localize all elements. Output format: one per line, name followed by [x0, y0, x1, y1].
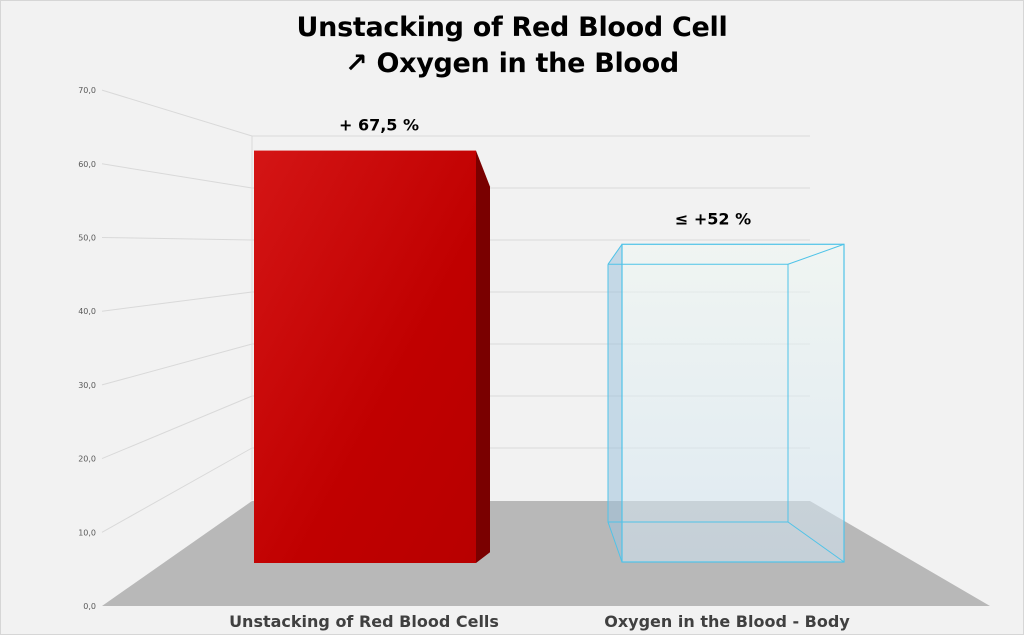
data-label-unstacking: + 67,5 % [339, 116, 419, 135]
gridline-side [101, 343, 253, 386]
bar-unstacking-of-red-blood-cells [254, 150, 476, 563]
y-tick-label: 50,0 [78, 234, 96, 243]
y-tick-label: 70,0 [78, 86, 96, 95]
x-category-label: Oxygen in the Blood - Body [604, 612, 850, 631]
x-category-label: Unstacking of Red Blood Cells [229, 612, 499, 631]
chart-floor [102, 501, 990, 606]
gridline-side [101, 291, 253, 312]
data-label-oxygen: ≤ +52 % [675, 209, 751, 228]
bar-side-oxygen [608, 244, 622, 562]
y-tick-label: 10,0 [78, 528, 96, 537]
chart-title: Unstacking of Red Blood Cell [296, 12, 728, 43]
bar-oxygen-edge [607, 521, 623, 563]
bar-oxygen-in-the-blood-body [622, 244, 844, 562]
bar-oxygen-edge [607, 243, 623, 265]
gridline-side [101, 89, 253, 137]
gridline-side [101, 395, 253, 460]
y-tick-label: 20,0 [78, 455, 96, 464]
bar-oxygen-front-edge [621, 243, 845, 563]
y-tick-label: 0,0 [83, 602, 96, 611]
chart-subtitle: ↗ Oxygen in the Blood [345, 48, 679, 79]
bar-oxygen-edge [787, 243, 845, 265]
gridline-side [101, 447, 253, 533]
bar-side-unstacking [476, 150, 490, 563]
bar-oxygen-edge [787, 521, 845, 563]
gridline-side [101, 163, 253, 189]
gridline-side [101, 237, 253, 241]
y-tick-label: 30,0 [78, 381, 96, 390]
y-tick-label: 60,0 [78, 160, 96, 169]
y-tick-label: 40,0 [78, 307, 96, 316]
